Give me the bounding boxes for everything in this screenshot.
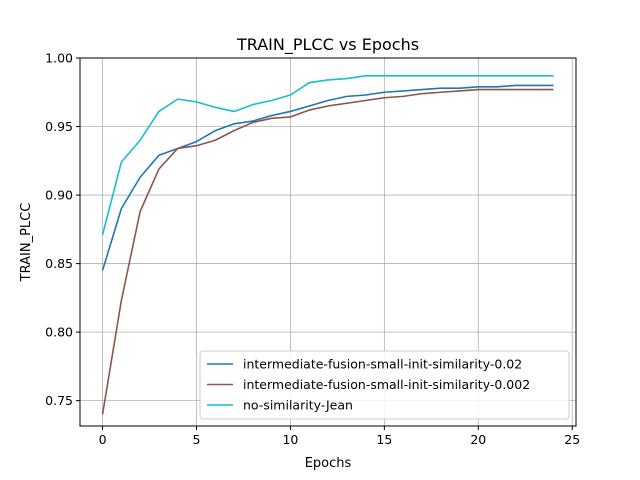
legend-label: no-similarity-Jean — [243, 398, 353, 413]
legend-box — [199, 350, 570, 420]
series-line-2 — [101, 88, 554, 415]
y-axis-ticks: 0.75 0.80 0.85 0.90 0.95 1.00 — [45, 51, 80, 408]
x-tick-label: 0 — [99, 432, 107, 447]
x-tick-label: 25 — [564, 432, 580, 447]
grid — [80, 57, 576, 426]
y-tick-label: 0.85 — [45, 256, 73, 271]
x-tick-label: 15 — [376, 432, 392, 447]
x-axis-ticks: 0 5 10 15 20 25 — [99, 426, 580, 447]
y-tick-label: 1.00 — [45, 51, 73, 66]
legend-label: intermediate-fusion-small-init-similarit… — [243, 377, 530, 392]
x-tick-label: 5 — [193, 432, 201, 447]
series-line-3 — [101, 75, 554, 236]
y-tick-label: 0.75 — [45, 393, 73, 408]
series-lines — [101, 75, 554, 415]
y-tick-label: 0.90 — [45, 188, 73, 203]
legend-label: intermediate-fusion-small-init-similarit… — [243, 357, 522, 372]
plot-frame — [79, 57, 577, 427]
y-tick-label: 0.95 — [45, 119, 73, 134]
x-tick-label: 20 — [470, 432, 486, 447]
x-tick-label: 10 — [282, 432, 298, 447]
chart-title: TRAIN_PLCC vs Epochs — [236, 35, 419, 55]
x-axis-label: Epochs — [305, 456, 352, 471]
y-axis-label: TRAIN_PLCC — [19, 203, 34, 283]
legend: intermediate-fusion-small-init-similarit… — [199, 350, 570, 420]
y-tick-label: 0.80 — [45, 325, 73, 340]
